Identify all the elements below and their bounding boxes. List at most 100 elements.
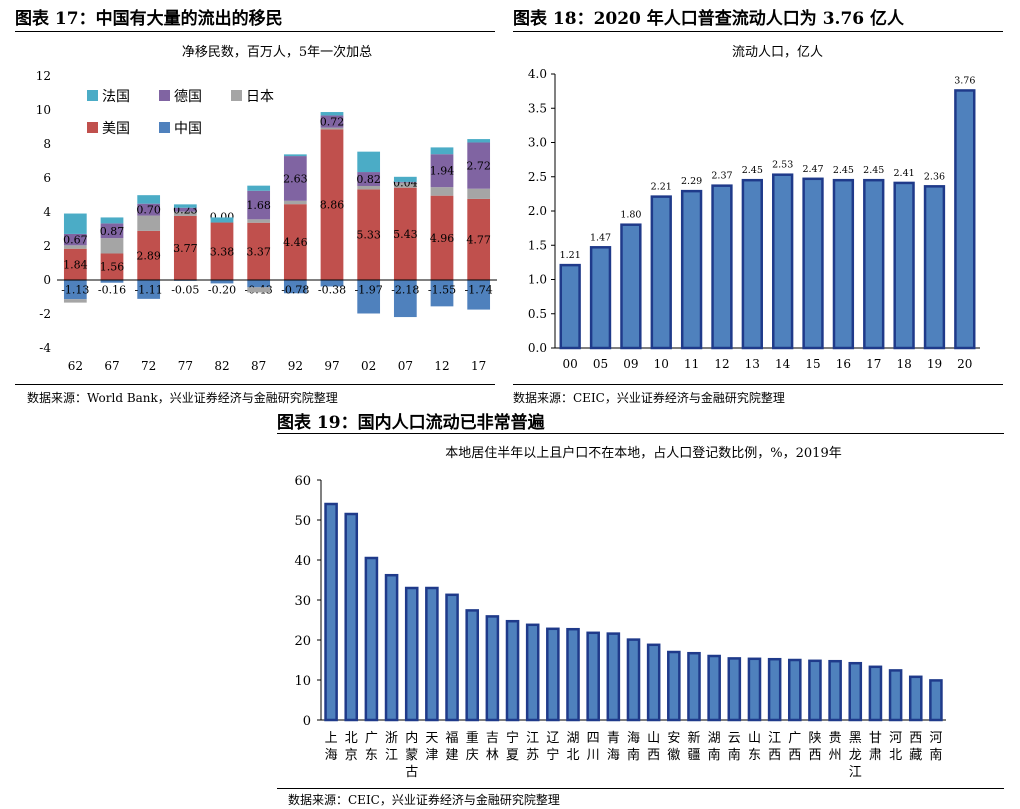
chart18-y-tick: 0.5: [528, 307, 547, 321]
chart17-y-tick: -4: [39, 341, 51, 355]
chart17-bar-france: [63, 213, 87, 234]
chart17-bar-germany: [393, 181, 417, 183]
chart17-y-tick: 0: [43, 273, 51, 287]
chart19-x-tick: 新疆: [687, 730, 700, 763]
chart19-x-tick: 青海: [607, 731, 620, 763]
chart19-y-tick: 10: [294, 674, 311, 689]
chart18-bar: [620, 223, 642, 350]
chart17-x-tick: 62: [68, 359, 83, 373]
chart19-bar: [344, 512, 359, 722]
chart19-x-tick: 广东: [365, 731, 378, 763]
chart19-x-tick: 北京: [345, 731, 358, 763]
chart18-value-label: 2.45: [742, 165, 763, 176]
chart18-bar: [650, 195, 672, 350]
chart17-legend-label-japan: 日本: [246, 89, 274, 105]
chart18-x-tick: 09: [623, 357, 638, 371]
figure18-bottom-rule: [513, 384, 1003, 385]
chart17-label-china: -1.11: [135, 283, 163, 296]
chart19-bar: [868, 665, 883, 722]
chart17-label-china: -0.05: [171, 283, 199, 296]
chart17-label-china: -0.78: [281, 283, 309, 296]
chart17-label-usa: 4.96: [430, 232, 455, 245]
chart18-y-tick: 1.5: [528, 238, 547, 252]
figure17-title: 图表 17：中国有大量的流出的移民: [15, 9, 283, 29]
chart18-value-label: 2.45: [833, 165, 854, 176]
chart17-bar-china: [283, 280, 307, 294]
chart17-bar-france: [430, 147, 454, 155]
chart17-label-usa: 4.77: [466, 233, 491, 246]
chart19-x-tick: 云南: [728, 731, 741, 763]
chart18-bar: [802, 177, 824, 350]
figure19-bottom-rule: [277, 788, 1004, 789]
chart17-legend-label-france: 法国: [102, 89, 130, 105]
chart19-x-tick: 山东: [748, 731, 761, 763]
chart19-x-tick: 安徽: [667, 731, 680, 763]
chart17-bar-china: [320, 280, 344, 287]
chart18-x-tick: 15: [805, 357, 820, 371]
chart17-bar-china: [357, 280, 381, 314]
chart19-x-tick: 湖南: [708, 731, 721, 763]
chart17-label-germany: 1.94: [430, 165, 455, 178]
chart17-label-china: -1.13: [61, 283, 89, 296]
chart19-x-tick: 重庆: [466, 730, 479, 763]
chart17-bar-germany: [430, 154, 454, 188]
chart19-bar: [787, 658, 802, 722]
chart17-x-tick: 82: [214, 359, 229, 373]
chart19-x-tick: 甘肃: [869, 731, 882, 763]
chart17-bar-germany: [247, 190, 271, 220]
figure17-title-rule: [15, 31, 495, 32]
chart19-y-tick: 0: [303, 714, 311, 729]
chart18-y-tick: 4.0: [528, 67, 547, 81]
chart19-x-tick: 四川: [587, 731, 600, 763]
chart17-bar-usa: [100, 253, 124, 280]
chart17-bar-germany: [137, 203, 161, 216]
chart19-x-tick: 辽宁: [546, 731, 559, 763]
chart17-x-tick: 77: [178, 359, 193, 373]
chart17-label-china: -0.16: [98, 283, 126, 296]
chart19-x-tick: 陕西: [808, 731, 821, 763]
chart17-label-china: -0.20: [208, 283, 236, 296]
chart18-value-label: 2.41: [894, 168, 915, 179]
chart18-x-tick: 05: [593, 357, 608, 371]
chart17-bar-usa: [393, 187, 417, 280]
chart19-bar: [566, 627, 580, 722]
chart17-label-china: -1.74: [465, 283, 493, 296]
chart18-y-tick: 3.0: [528, 136, 547, 150]
chart17-y-tick: -2: [39, 307, 51, 321]
chart17-bar-china: [467, 280, 491, 310]
chart17-x-tick: 72: [141, 359, 156, 373]
chart17-legend-label-usa: 美国: [102, 121, 130, 137]
chart18-value-label: 3.76: [954, 75, 975, 86]
chart17-bar-china: [247, 280, 271, 288]
chart18-bar: [893, 181, 915, 350]
chart17-bar-usa: [283, 204, 307, 280]
chart17-y-tick: 4: [43, 205, 51, 219]
chart17-x-tick: 07: [398, 359, 413, 373]
chart17-bar-japan: [137, 215, 161, 231]
chart18-y-tick: 0.0: [528, 341, 547, 355]
chart19-bar: [606, 632, 621, 722]
chart18-y-tick: 2.0: [528, 204, 547, 218]
chart19-bar: [586, 631, 600, 722]
chart17-legend-swatch-japan: [231, 90, 242, 101]
chart19-bar: [626, 638, 641, 722]
chart17-legend-swatch-germany: [159, 90, 170, 101]
chart17-label-usa: 2.89: [136, 249, 161, 262]
chart19-x-tick: 贵州: [829, 731, 842, 763]
chart17-bar-japan: [100, 238, 124, 254]
chart18-value-label: 1.21: [560, 250, 581, 261]
chart19-x-tick: 福建: [446, 731, 459, 763]
chart17-label-china: -2.18: [391, 283, 419, 296]
chart17-bar-france: [173, 204, 197, 208]
chart18-x-tick: 18: [896, 357, 911, 371]
chart17-bar-usa: [357, 189, 381, 280]
chart19-bar: [525, 623, 540, 722]
chart18-bar: [680, 189, 703, 350]
figure17-bottom-rule: [15, 384, 495, 385]
chart18-value-label: 2.36: [924, 171, 945, 182]
chart18-bar: [863, 178, 885, 350]
chart18-value-label: 2.45: [863, 165, 884, 176]
chart17-y-tick: 6: [43, 171, 51, 185]
figure17-source: 数据来源：World Bank，兴业证券经济与金融研究院整理: [27, 391, 338, 405]
chart18-bar: [589, 246, 612, 350]
